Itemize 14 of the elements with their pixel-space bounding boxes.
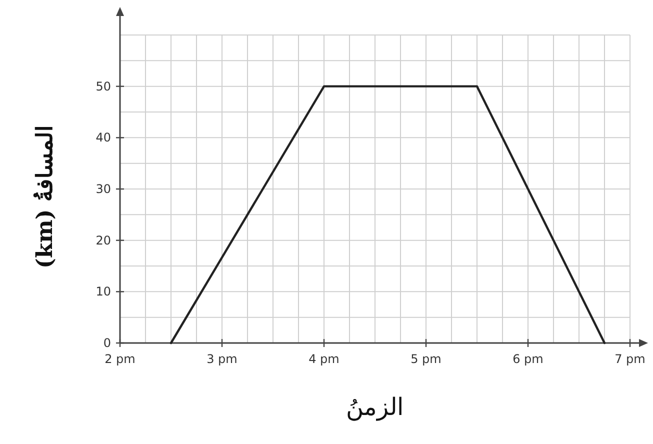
y-tick-label: 50 (96, 79, 111, 94)
x-tick-label: 6 pm (512, 352, 544, 366)
x-tick-label: 2 pm (104, 352, 136, 366)
x-tick-label: 4 pm (308, 352, 340, 366)
x-tick-label: 5 pm (410, 352, 442, 366)
y-tick-label: 20 (96, 233, 111, 248)
y-axis-title: المسافةُ (km) (32, 125, 58, 269)
x-tick-label: 3 pm (206, 352, 238, 366)
y-tick-label: 0 (103, 336, 111, 350)
x-axis-title: الزمنُ (346, 393, 404, 421)
y-tick-label: 10 (96, 284, 111, 299)
y-tick-label: 30 (96, 182, 111, 196)
y-tick-label: 40 (96, 130, 111, 145)
x-tick-label: 7 pm (614, 352, 646, 366)
